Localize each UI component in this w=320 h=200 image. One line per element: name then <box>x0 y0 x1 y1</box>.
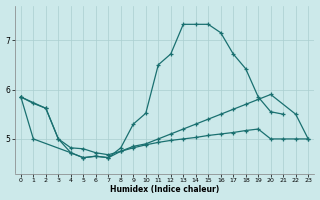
X-axis label: Humidex (Indice chaleur): Humidex (Indice chaleur) <box>110 185 219 194</box>
